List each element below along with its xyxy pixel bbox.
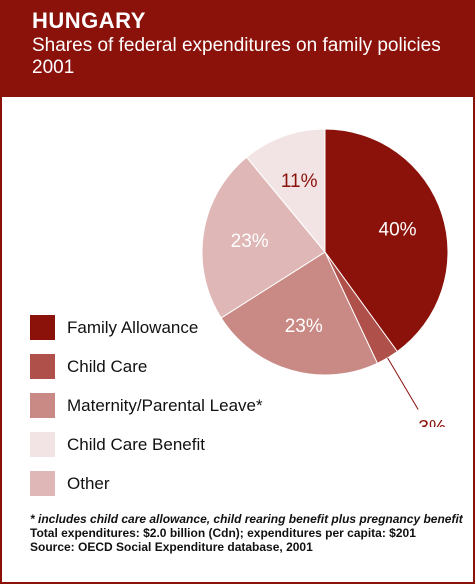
- slice-label: 23%: [231, 231, 269, 252]
- legend-label: Child Care: [67, 357, 148, 376]
- legend-item: Child Care: [30, 354, 390, 384]
- legend-item: Family Allowance: [30, 315, 390, 345]
- pie-slice-maternity-parental-leave: [220, 251, 379, 376]
- legend-swatch: [30, 432, 55, 457]
- legend-label: Maternity/Parental Leave*: [67, 396, 263, 415]
- slice-label: 40%: [379, 219, 417, 240]
- legend-item: Child Care Benefit: [30, 432, 390, 462]
- slice-label: 11%: [281, 171, 318, 192]
- legend-item: Maternity/Parental Leave*: [30, 393, 390, 423]
- chart-year: 2001: [32, 57, 75, 78]
- leader-line: [387, 357, 419, 410]
- totals-note: Total expenditures: $2.0 billion (Cdn); …: [30, 526, 416, 540]
- notes: * includes child care allowance, child r…: [30, 512, 470, 554]
- legend-swatch: [30, 354, 55, 379]
- footnote: * includes child care allowance, child r…: [30, 512, 463, 526]
- chart-header: HUNGARY Shares of federal expenditures o…: [2, 2, 473, 97]
- pie-slice-other: [201, 156, 326, 319]
- pie-chart: 40% 3% 23% 23% 11%: [201, 128, 449, 439]
- legend-item: Other: [30, 471, 390, 501]
- slice-label: 3%: [418, 418, 446, 427]
- source-note: Source: OECD Social Expenditure database…: [30, 540, 313, 554]
- chart-subtitle: Shares of federal expenditures on family…: [32, 35, 441, 56]
- pie-slice-child-care-benefit: [245, 128, 326, 254]
- pie-slice-family-allowance: [324, 128, 449, 353]
- legend-swatch: [30, 315, 55, 340]
- legend-label: Child Care Benefit: [67, 435, 205, 454]
- legend-swatch: [30, 393, 55, 418]
- legend-label: Family Allowance: [67, 318, 199, 337]
- legend-label: Other: [67, 474, 110, 493]
- legend-swatch: [30, 471, 55, 496]
- country-title: HUNGARY: [32, 8, 146, 33]
- pie-chart-area: 40% 3% 23% 23% 11%: [2, 97, 473, 439]
- slice-label: 23%: [285, 316, 323, 337]
